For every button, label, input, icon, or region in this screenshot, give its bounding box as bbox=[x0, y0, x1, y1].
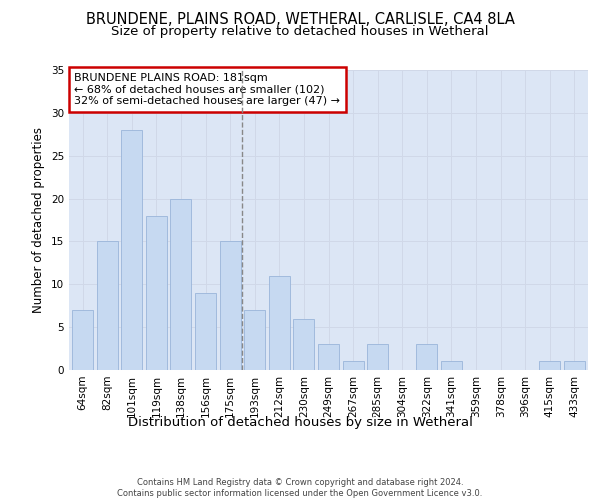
Bar bbox=[170, 198, 191, 370]
Bar bbox=[244, 310, 265, 370]
Text: Contains HM Land Registry data © Crown copyright and database right 2024.
Contai: Contains HM Land Registry data © Crown c… bbox=[118, 478, 482, 498]
Bar bbox=[564, 362, 585, 370]
Text: BRUNDENE, PLAINS ROAD, WETHERAL, CARLISLE, CA4 8LA: BRUNDENE, PLAINS ROAD, WETHERAL, CARLISL… bbox=[86, 12, 514, 28]
Text: Distribution of detached houses by size in Wetheral: Distribution of detached houses by size … bbox=[128, 416, 472, 429]
Bar bbox=[269, 276, 290, 370]
Bar bbox=[318, 344, 339, 370]
Bar bbox=[97, 242, 118, 370]
Bar bbox=[72, 310, 93, 370]
Bar bbox=[195, 293, 216, 370]
Bar bbox=[539, 362, 560, 370]
Text: Size of property relative to detached houses in Wetheral: Size of property relative to detached ho… bbox=[111, 25, 489, 38]
Y-axis label: Number of detached properties: Number of detached properties bbox=[32, 127, 46, 313]
Bar bbox=[367, 344, 388, 370]
Bar bbox=[220, 242, 241, 370]
Bar bbox=[146, 216, 167, 370]
Bar bbox=[343, 362, 364, 370]
Bar bbox=[293, 318, 314, 370]
Bar bbox=[441, 362, 462, 370]
Bar bbox=[416, 344, 437, 370]
Text: BRUNDENE PLAINS ROAD: 181sqm
← 68% of detached houses are smaller (102)
32% of s: BRUNDENE PLAINS ROAD: 181sqm ← 68% of de… bbox=[74, 73, 340, 106]
Bar bbox=[121, 130, 142, 370]
